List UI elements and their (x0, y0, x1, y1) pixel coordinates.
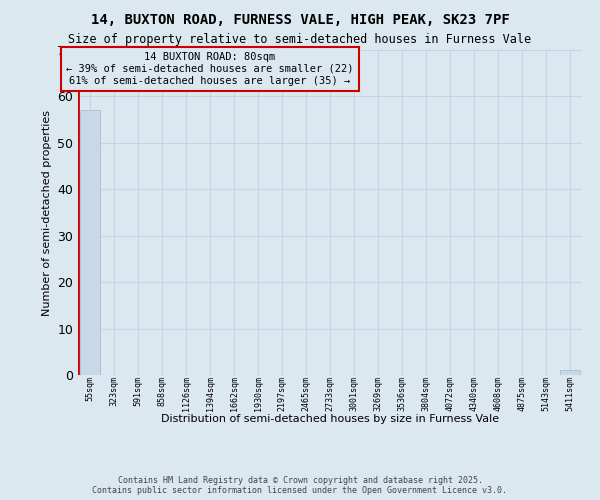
Text: Contains HM Land Registry data © Crown copyright and database right 2025.
Contai: Contains HM Land Registry data © Crown c… (92, 476, 508, 495)
Text: 14 BUXTON ROAD: 80sqm
← 39% of semi-detached houses are smaller (22)
61% of semi: 14 BUXTON ROAD: 80sqm ← 39% of semi-deta… (66, 52, 354, 86)
Bar (80, 110, 100, 375)
Text: 14, BUXTON ROAD, FURNESS VALE, HIGH PEAK, SK23 7PF: 14, BUXTON ROAD, FURNESS VALE, HIGH PEAK… (91, 12, 509, 26)
Text: Size of property relative to semi-detached houses in Furness Vale: Size of property relative to semi-detach… (68, 32, 532, 46)
Y-axis label: Number of semi-detached properties: Number of semi-detached properties (41, 110, 52, 316)
Bar (560, 370, 580, 375)
X-axis label: Distribution of semi-detached houses by size in Furness Vale: Distribution of semi-detached houses by … (161, 414, 499, 424)
